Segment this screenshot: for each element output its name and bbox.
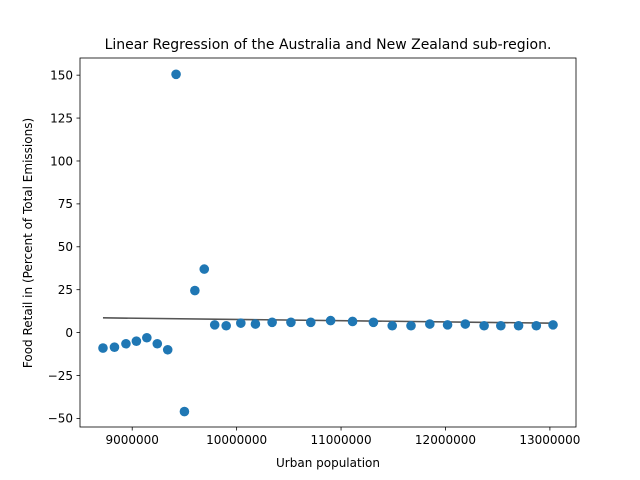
y-tick-label: 0 (65, 326, 73, 340)
plot-frame (79, 57, 577, 428)
data-point (236, 318, 246, 328)
y-tick-label: 25 (58, 283, 73, 297)
x-tick-label: 9000000 (105, 433, 158, 447)
y-tick-label: 150 (50, 68, 73, 82)
data-point (142, 332, 152, 343)
data-point (171, 69, 181, 80)
x-tick-label: 12000000 (415, 433, 476, 447)
plot-area (79, 57, 577, 428)
y-tick-label: 100 (50, 154, 73, 168)
x-tick-label: 10000000 (206, 433, 267, 447)
data-point (121, 338, 131, 349)
data-point (460, 319, 471, 329)
data-point (131, 336, 142, 346)
data-point (442, 320, 453, 330)
data-point (152, 338, 163, 349)
data-point (368, 317, 379, 328)
y-axis-label: Food Retail in (Percent of Total Emissio… (21, 118, 35, 368)
data-point (325, 315, 336, 326)
data-point (548, 320, 558, 330)
data-point (267, 317, 277, 328)
y-tick-label: 75 (58, 197, 73, 211)
data-point (496, 320, 506, 331)
y-axis: −50 −25 0 25 50 75 100 125 150 (48, 68, 80, 426)
data-point (98, 343, 108, 353)
data-point (221, 320, 231, 331)
data-point (286, 317, 296, 328)
data-point (425, 319, 435, 329)
x-tick-label: 11000000 (311, 433, 372, 447)
data-point (305, 317, 316, 328)
data-point (406, 320, 416, 331)
data-point (347, 316, 358, 327)
data-point (199, 264, 210, 274)
y-tick-label: 125 (50, 111, 73, 125)
x-axis: 9000000 10000000 11000000 12000000 13000000 (105, 427, 580, 447)
data-point (190, 285, 200, 296)
data-point (531, 320, 542, 331)
data-point (209, 320, 220, 330)
data-point (513, 320, 524, 331)
data-point (162, 344, 173, 355)
data-point (479, 320, 489, 331)
y-tick-label: −50 (48, 412, 73, 426)
x-axis-label: Urban population (276, 456, 380, 470)
chart-title: Linear Regression of the Australia and N… (105, 37, 552, 53)
y-tick-label: 50 (58, 240, 73, 254)
y-tick-label: −25 (48, 369, 73, 383)
x-tick-label: 13000000 (519, 433, 580, 447)
data-point (109, 342, 120, 352)
data-point (250, 319, 261, 329)
data-point (179, 406, 190, 417)
data-point (387, 320, 398, 331)
